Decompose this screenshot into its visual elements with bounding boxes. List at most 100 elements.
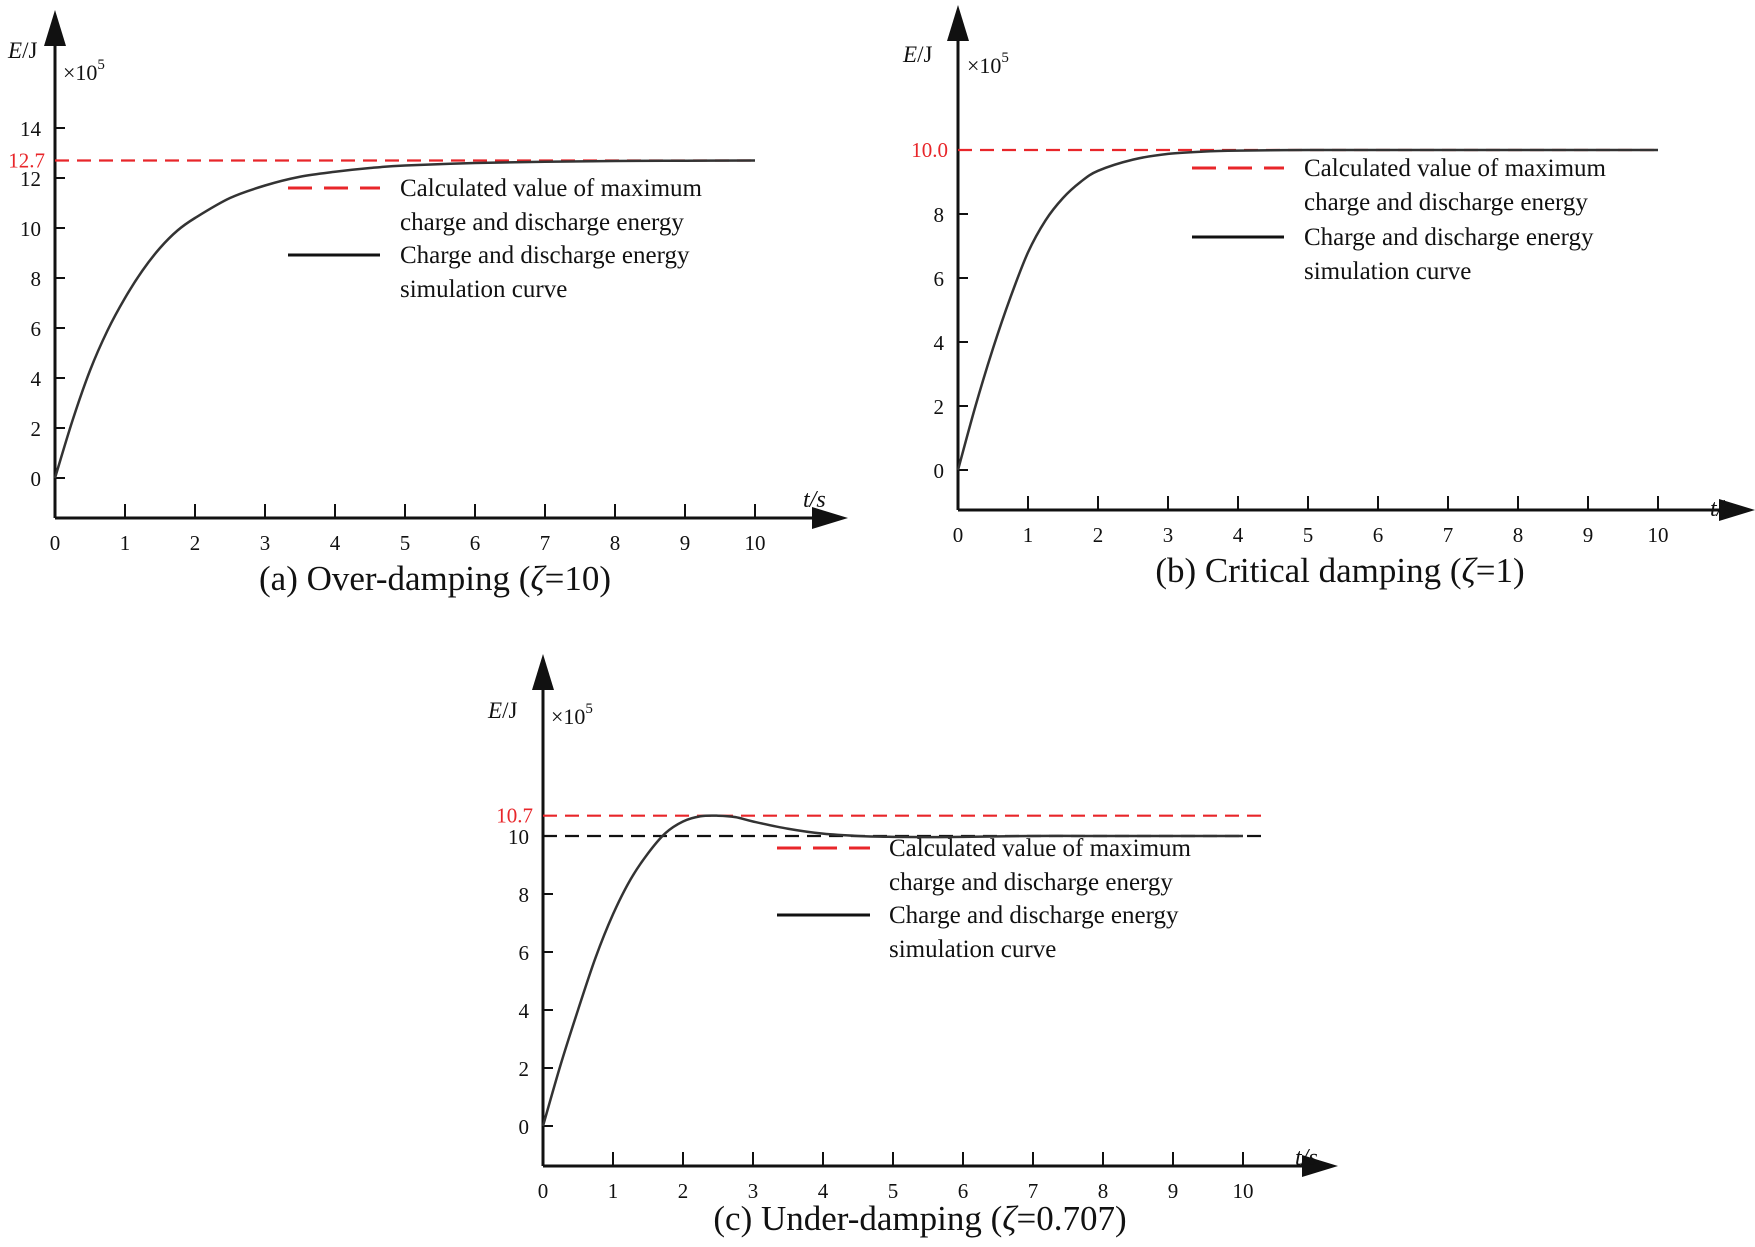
caption-suffix: =0.707) xyxy=(1016,1199,1126,1238)
y-tick-label: 10 xyxy=(20,217,41,241)
x-axis-arrow-icon xyxy=(1302,1155,1338,1177)
y-tick-label: 4 xyxy=(31,367,42,391)
caption-suffix: =1) xyxy=(1476,551,1525,590)
y-axis-variable: E xyxy=(487,698,502,723)
legend-label-line1: Charge and discharge energy xyxy=(889,902,1179,929)
legend-label-line2: charge and discharge energy xyxy=(889,869,1173,896)
y-axis-label: E/J xyxy=(487,698,517,723)
x-axis-arrow-icon xyxy=(1719,499,1755,521)
reference-line-label: 12.7 xyxy=(8,149,45,173)
y-axis-multiplier: ×105 xyxy=(551,701,593,729)
multiplier-exponent: 5 xyxy=(97,57,105,73)
x-tick-label: 4 xyxy=(330,531,341,555)
y-tick-label: 12 xyxy=(20,167,41,191)
y-axis-arrow-icon xyxy=(947,5,969,41)
legend-label-line2: charge and discharge energy xyxy=(1304,189,1588,216)
y-axis-label: E/J xyxy=(902,42,932,67)
reference-line-label: 10.7 xyxy=(496,804,533,828)
x-axis-arrow-icon xyxy=(812,507,848,529)
x-tick-label: 10 xyxy=(745,531,766,555)
simulation-curve xyxy=(53,159,756,479)
chart-caption: (a) Over-damping (ζ=10) xyxy=(259,559,611,598)
x-tick-label: 8 xyxy=(1513,523,1524,547)
y-tick-label: 4 xyxy=(519,999,530,1023)
y-tick-label: 2 xyxy=(519,1057,530,1081)
x-tick-label: 2 xyxy=(1093,523,1104,547)
chart-caption: (c) Under-damping (ζ=0.707) xyxy=(713,1199,1126,1238)
x-tick-label: 1 xyxy=(120,531,131,555)
y-tick-label: 6 xyxy=(31,317,42,341)
y-tick-label: 8 xyxy=(519,883,530,907)
y-tick-label: 2 xyxy=(934,395,945,419)
x-tick-label: 5 xyxy=(888,1179,899,1203)
x-tick-label: 3 xyxy=(748,1179,759,1203)
legend-label-line1: Charge and discharge energy xyxy=(1304,224,1594,251)
y-tick-label: 0 xyxy=(934,459,945,483)
x-tick-label: 4 xyxy=(1233,523,1244,547)
caption-symbol: ζ xyxy=(1002,1199,1019,1238)
multiplier-exponent: 5 xyxy=(1001,50,1009,66)
y-axis-unit: /J xyxy=(22,38,37,63)
x-tick-label: 8 xyxy=(1098,1179,1109,1203)
y-axis-variable: E xyxy=(7,38,22,63)
y-axis-multiplier: ×105 xyxy=(967,50,1009,78)
multiplier-base: ×10 xyxy=(551,704,585,729)
caption-symbol: ζ xyxy=(1462,551,1479,590)
x-tick-label: 5 xyxy=(1303,523,1314,547)
x-tick-label: 6 xyxy=(958,1179,969,1203)
caption-prefix: (b) Critical damping ( xyxy=(1155,551,1461,590)
x-axis-label: t/s xyxy=(803,487,826,513)
y-tick-label: 0 xyxy=(31,467,42,491)
x-tick-label: 0 xyxy=(50,531,61,555)
legend: Calculated value of maximum charge and di… xyxy=(288,175,703,303)
x-tick-label: 10 xyxy=(1233,1179,1254,1203)
x-tick-label: 7 xyxy=(540,531,551,555)
x-tick-label: 7 xyxy=(1443,523,1454,547)
simulation-curve xyxy=(956,148,1658,471)
x-tick-label: 9 xyxy=(1168,1179,1179,1203)
caption-suffix: =10) xyxy=(545,559,611,598)
x-tick-label: 4 xyxy=(818,1179,829,1203)
chart-caption: (b) Critical damping (ζ=1) xyxy=(1155,551,1524,590)
legend-label-line2: simulation curve xyxy=(1304,258,1471,285)
caption-symbol: ζ xyxy=(530,559,547,598)
y-tick-label: 2 xyxy=(31,417,42,441)
y-axis-label: E/J xyxy=(7,38,37,63)
legend: Calculated value of maximum charge and di… xyxy=(1192,155,1607,285)
x-tick-label: 0 xyxy=(953,523,964,547)
x-tick-label: 9 xyxy=(1583,523,1594,547)
caption-prefix: (a) Over-damping ( xyxy=(259,559,530,598)
x-tick-label: 1 xyxy=(1023,523,1034,547)
x-axis-label: t/s xyxy=(1710,496,1733,522)
legend-label-line2: simulation curve xyxy=(889,936,1056,963)
legend-label-line1: Calculated value of maximum xyxy=(400,175,703,202)
y-axis-multiplier: ×105 xyxy=(63,57,105,85)
y-tick-label: 6 xyxy=(934,267,945,291)
x-tick-label: 9 xyxy=(680,531,691,555)
x-tick-label: 3 xyxy=(260,531,271,555)
y-axis-arrow-icon xyxy=(44,10,66,46)
y-axis-unit: /J xyxy=(917,42,932,67)
x-tick-label: 5 xyxy=(400,531,411,555)
x-tick-label: 7 xyxy=(1028,1179,1039,1203)
x-tick-label: 6 xyxy=(1373,523,1384,547)
legend-label-line1: Charge and discharge energy xyxy=(400,242,690,269)
y-tick-label: 4 xyxy=(934,331,945,355)
reference-line-label: 10.0 xyxy=(911,138,948,162)
x-tick-label: 0 xyxy=(538,1179,549,1203)
x-tick-label: 3 xyxy=(1163,523,1174,547)
legend-label-line1: Calculated value of maximum xyxy=(1304,155,1607,182)
legend: Calculated value of maximum charge and di… xyxy=(777,835,1192,963)
caption-prefix: (c) Under-damping ( xyxy=(713,1199,1002,1238)
simulation-curve xyxy=(541,814,1243,1127)
y-axis-arrow-icon xyxy=(532,654,554,690)
legend-label-line1: Calculated value of maximum xyxy=(889,835,1192,862)
y-axis-unit: /J xyxy=(502,698,517,723)
x-tick-label: 10 xyxy=(1648,523,1669,547)
y-tick-label: 0 xyxy=(519,1115,530,1139)
x-axis-label: t/s xyxy=(1295,1145,1318,1171)
y-tick-label: 10 xyxy=(508,825,529,849)
legend-label-line2: simulation curve xyxy=(400,276,567,303)
